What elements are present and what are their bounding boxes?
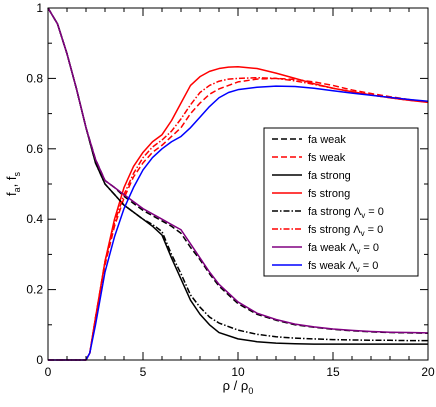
legend-label-sub: v bbox=[356, 247, 360, 256]
y-tick-label: 0.4 bbox=[26, 212, 43, 226]
legend-label-main: fs weak Λ bbox=[308, 260, 356, 272]
y-axis-title-f1: f bbox=[4, 192, 19, 196]
legend-label-sub: v bbox=[356, 265, 360, 274]
x-tick-label: 5 bbox=[140, 365, 147, 379]
legend-label-tail: = 0 bbox=[360, 242, 379, 254]
legend-label-fs-weak: fs weak bbox=[308, 152, 346, 164]
legend-label-sub: v bbox=[361, 229, 365, 238]
legend-label-main: fs strong Λ bbox=[308, 224, 361, 236]
legend-label-fa-weak-v-0: fa weak Λv = 0 bbox=[308, 242, 379, 256]
series-line-fs-weak-v-0 bbox=[48, 85, 429, 361]
y-axis-title-sub2: s bbox=[12, 172, 22, 177]
x-axis-title: ρ / ρ0 bbox=[223, 378, 254, 396]
plot-lines bbox=[47, 7, 429, 361]
legend-label-fs-strong: fs strong bbox=[308, 188, 350, 200]
legend-label-fs-weak-v-0: fs weak Λv = 0 bbox=[308, 260, 378, 274]
y-tick-label: 0.8 bbox=[26, 71, 43, 85]
legend-label-sub: v bbox=[361, 211, 365, 220]
series-line-fa-strong bbox=[47, 7, 428, 345]
legend-label-tail: = 0 bbox=[365, 224, 384, 236]
legend-label-fa-strong-v-0: fa strong Λv = 0 bbox=[308, 206, 384, 220]
x-axis-title-main: ρ / ρ bbox=[223, 378, 249, 393]
legend-label-main: fs weak bbox=[308, 152, 346, 164]
x-tick-label: 15 bbox=[326, 365, 340, 379]
legend-items: fa weak fs weak fa strong fs strong fa stron… bbox=[272, 134, 384, 274]
legend-label-main: fa weak bbox=[308, 134, 346, 146]
y-tick-label: 1 bbox=[36, 1, 43, 15]
x-tick-label: 0 bbox=[45, 365, 52, 379]
axis-ticks bbox=[47, 7, 429, 361]
y-tick-label: 0.2 bbox=[26, 283, 43, 297]
series-line-fs-strong-v-0 bbox=[48, 76, 429, 361]
tick-labels: 0 5 10 15 20 0 0.2 0.4 0.6 0.8 1 bbox=[26, 1, 435, 379]
y-axis-title-sep: , bbox=[4, 180, 19, 187]
legend-label-fs-strong-v-0: fs strong Λv = 0 bbox=[308, 224, 383, 238]
x-axis-title-sub: 0 bbox=[248, 386, 253, 396]
legend-label-main: fs strong bbox=[308, 188, 350, 200]
y-axis-title-f2: f bbox=[4, 176, 19, 180]
x-tick-label: 10 bbox=[231, 365, 245, 379]
legend-label-tail: = 0 bbox=[365, 206, 384, 218]
y-axis-title-sub1: a bbox=[12, 187, 22, 192]
y-axis-title: fa, fs bbox=[4, 172, 22, 197]
legend-label-main: fa strong Λ bbox=[308, 206, 362, 218]
y-tick-label: 0.6 bbox=[26, 142, 43, 156]
legend-box bbox=[263, 127, 419, 277]
x-tick-label: 20 bbox=[421, 365, 435, 379]
y-tick-label: 0 bbox=[36, 353, 43, 367]
series-line-fa-weak-v-0 bbox=[47, 7, 429, 334]
legend: fa weak fs weak fa strong fs strong fa stron… bbox=[263, 127, 419, 277]
legend-label-main: fa strong bbox=[308, 170, 351, 182]
legend-label-main: fa weak Λ bbox=[308, 242, 357, 254]
legend-label-fa-strong: fa strong bbox=[308, 170, 351, 182]
legend-label-fa-weak: fa weak bbox=[308, 134, 346, 146]
legend-label-tail: = 0 bbox=[360, 260, 379, 272]
